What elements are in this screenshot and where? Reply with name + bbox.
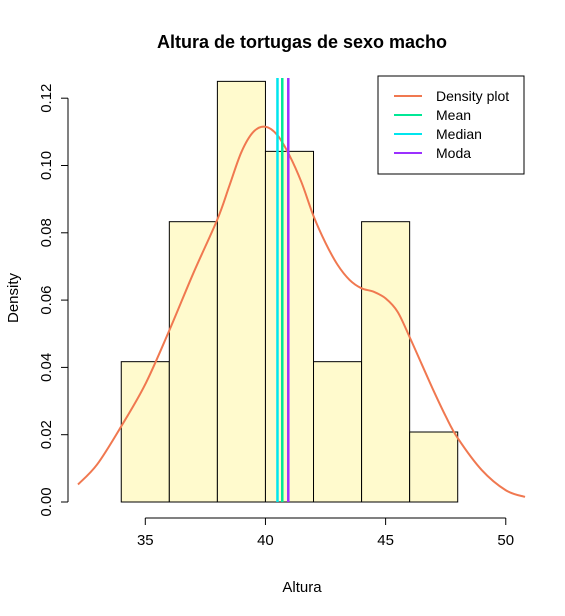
x-axis-label: Altura: [282, 579, 322, 596]
legend-label: Mean: [436, 107, 471, 123]
histogram-bar: [216, 80, 266, 503]
histogram-bar: [361, 221, 411, 503]
axes-layer: 35 40 45 50 0.00 0.02 0.04 0.06 0.08 0.10 0.12: [38, 84, 514, 549]
vertical-lines-layer: [276, 78, 290, 502]
x-tick-label: 35: [137, 532, 154, 549]
y-tick-label: 0.06: [38, 285, 55, 314]
legend-label: Density plot: [436, 88, 509, 104]
legend-box: [377, 75, 525, 175]
density-curve-layer: [77, 125, 526, 498]
y-tick-label: 0.10: [38, 151, 55, 180]
density-curve: [77, 125, 526, 498]
legend-label: Median: [436, 126, 482, 142]
y-tick-label: 0.00: [38, 487, 55, 516]
histogram-bar: [409, 431, 459, 503]
y-tick-label: 0.08: [38, 218, 55, 247]
chart-title: Altura de tortugas de sexo macho: [157, 32, 447, 52]
x-tick-label: 45: [377, 532, 394, 549]
legend: Density plot Mean Median Moda: [377, 75, 525, 175]
y-tick-label: 0.02: [38, 420, 55, 449]
y-tick-label: 0.12: [38, 84, 55, 113]
y-tick-label: 0.04: [38, 353, 55, 382]
legend-label: Moda: [436, 145, 471, 161]
bars-layer: [120, 80, 459, 503]
histogram-bar: [168, 221, 218, 503]
histogram-bar: [313, 361, 363, 503]
y-axis-label: Density: [5, 272, 22, 323]
x-tick-label: 50: [497, 532, 514, 549]
x-tick-label: 40: [257, 532, 274, 549]
